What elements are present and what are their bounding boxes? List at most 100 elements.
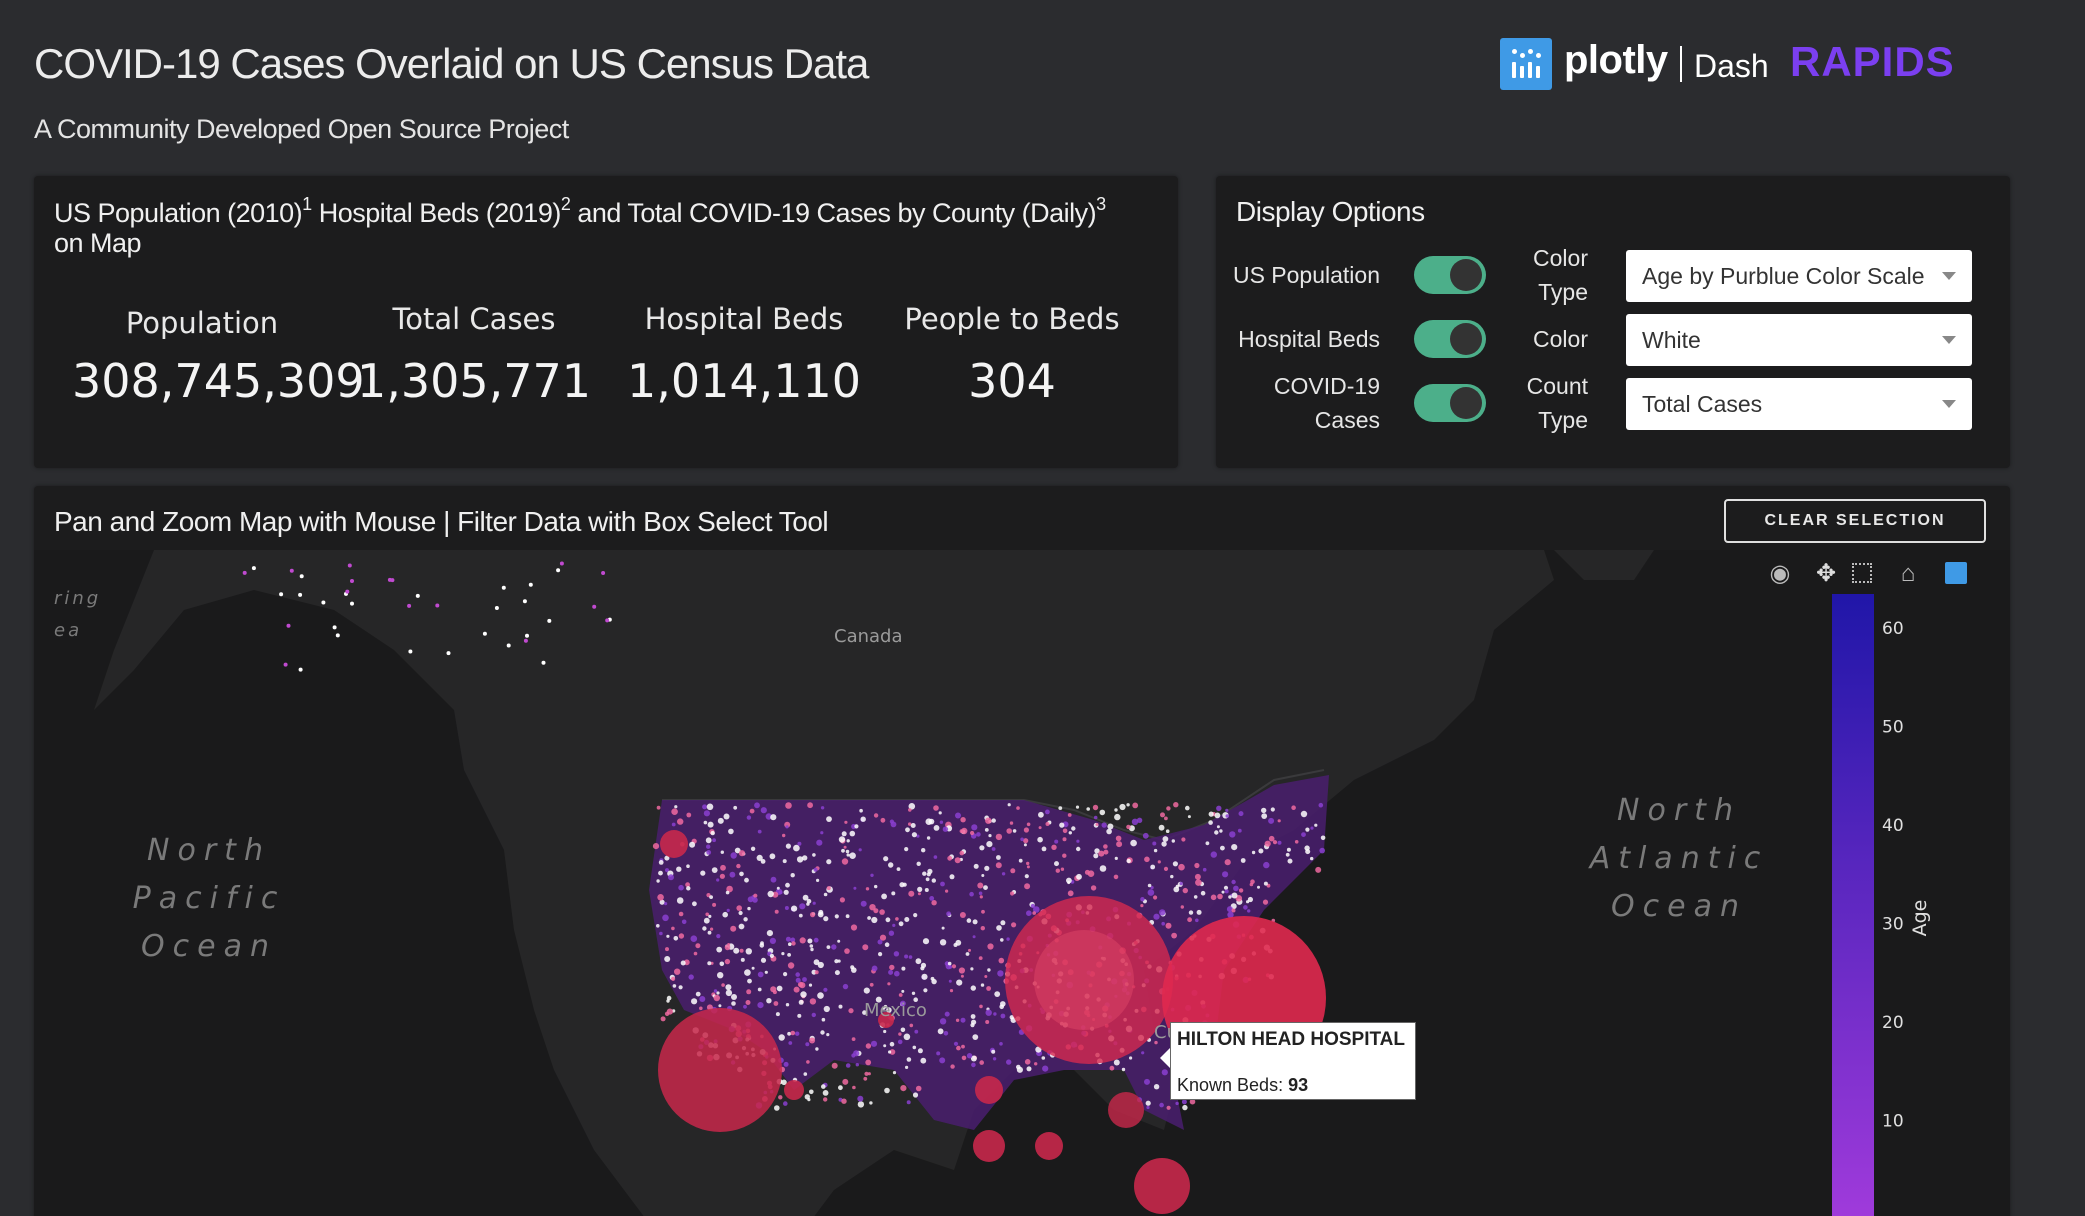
population-dot — [350, 579, 354, 583]
population-dot — [1067, 881, 1071, 885]
us-population-toggle[interactable] — [1414, 256, 1486, 294]
population-dot — [702, 926, 707, 931]
population-dot — [482, 631, 487, 636]
population-dot — [1165, 922, 1172, 929]
color-type-select[interactable]: Age by Purblue Color Scale — [1626, 250, 1972, 302]
population-dot — [922, 938, 930, 945]
population-dot — [980, 926, 985, 931]
color-select[interactable]: White — [1626, 314, 1972, 366]
population-dot — [673, 936, 679, 941]
population-dot — [803, 1072, 808, 1076]
population-dot — [1285, 852, 1290, 857]
population-dot — [1181, 837, 1186, 842]
population-dot — [689, 841, 696, 848]
population-dot — [924, 888, 929, 892]
population-dot — [970, 985, 976, 991]
population-dot — [703, 820, 708, 825]
population-dot — [1116, 841, 1123, 848]
population-dot — [725, 890, 730, 895]
population-dot — [877, 939, 883, 945]
population-dot — [1099, 809, 1106, 816]
pan-icon[interactable]: ✥ — [1815, 560, 1837, 587]
population-dot — [1159, 1102, 1164, 1108]
population-dot — [1272, 840, 1278, 845]
population-dot — [837, 939, 841, 943]
population-dot — [1214, 812, 1221, 819]
clear-selection-button[interactable]: CLEAR SELECTION — [1724, 499, 1986, 543]
footnote-marker: 3 — [1096, 194, 1106, 214]
population-dot — [772, 990, 777, 995]
population-dot — [692, 901, 697, 907]
population-dot — [940, 881, 945, 887]
select-value: White — [1642, 327, 1701, 353]
population-dot — [674, 968, 681, 975]
population-dot — [1006, 937, 1010, 941]
population-dot — [1219, 829, 1223, 833]
map-canvas[interactable]: Canada Mexico Cuba North Pacific Ocean N… — [34, 550, 2010, 1216]
population-dot — [665, 868, 669, 873]
population-dot — [678, 911, 684, 917]
population-dot — [728, 828, 734, 835]
camera-icon[interactable]: ◉ — [1769, 560, 1791, 587]
population-dot — [947, 961, 952, 966]
population-dot — [845, 849, 850, 854]
covid-case-circle — [878, 1012, 894, 1028]
population-dot — [736, 905, 742, 911]
population-dot — [691, 998, 698, 1005]
population-dot — [706, 844, 711, 849]
population-dot — [823, 1005, 830, 1013]
population-dot — [793, 986, 800, 993]
population-dot — [818, 909, 824, 915]
count-type-select[interactable]: Total Cases — [1626, 378, 1972, 430]
population-dot — [787, 953, 791, 957]
population-dot — [981, 874, 985, 877]
population-dot — [1179, 881, 1183, 886]
population-dot — [1231, 844, 1238, 851]
population-dot — [1119, 803, 1126, 811]
hospital-beds-toggle[interactable] — [1414, 320, 1486, 358]
population-dot — [978, 891, 983, 896]
population-dot — [855, 1063, 859, 1067]
population-dot — [766, 998, 772, 1004]
population-dot — [820, 806, 825, 810]
population-dot — [1196, 909, 1202, 915]
box-select-icon[interactable] — [1846, 558, 1878, 590]
population-dot — [1158, 824, 1165, 831]
population-dot — [746, 989, 752, 995]
population-dot — [1220, 845, 1225, 851]
population-dot — [1033, 906, 1040, 913]
plotly-icon[interactable] — [1940, 558, 1972, 590]
population-dot — [1009, 821, 1014, 825]
population-dot — [823, 1097, 828, 1102]
covid-case-circle — [658, 1008, 782, 1132]
home-icon[interactable]: ⌂ — [1900, 560, 1916, 587]
population-dot — [937, 1028, 944, 1035]
population-dot — [1210, 894, 1217, 901]
map-panel: Pan and Zoom Map with Mouse | Filter Dat… — [34, 486, 2010, 1216]
population-dot — [933, 805, 939, 811]
display-options-panel: Display Options US Population Hospital B… — [1216, 176, 2010, 468]
toggle-label-us-population: US Population — [1232, 262, 1380, 288]
stat-hospital-beds: Hospital Beds 1,014,110 — [614, 302, 874, 408]
population-dot — [721, 983, 725, 987]
colorbar-tick-label: 30 — [1882, 915, 1904, 935]
population-dot — [1023, 838, 1029, 844]
population-dot — [709, 895, 713, 899]
population-dot — [1202, 867, 1207, 872]
population-dot — [1045, 809, 1050, 815]
covid-cases-toggle[interactable] — [1414, 384, 1486, 422]
population-dot — [1114, 813, 1121, 821]
population-dot — [1086, 807, 1090, 811]
population-dot — [1016, 806, 1020, 810]
population-dot — [1154, 1040, 1158, 1045]
population-dot — [785, 802, 792, 809]
population-dot — [1173, 886, 1180, 893]
population-dot — [757, 987, 762, 992]
population-dot — [793, 844, 800, 852]
population-dot — [986, 986, 991, 991]
population-dot — [724, 958, 731, 965]
footnote-marker: 1 — [302, 194, 312, 214]
population-dot — [660, 1016, 666, 1022]
population-dot — [751, 966, 755, 970]
population-dot — [1238, 888, 1244, 893]
